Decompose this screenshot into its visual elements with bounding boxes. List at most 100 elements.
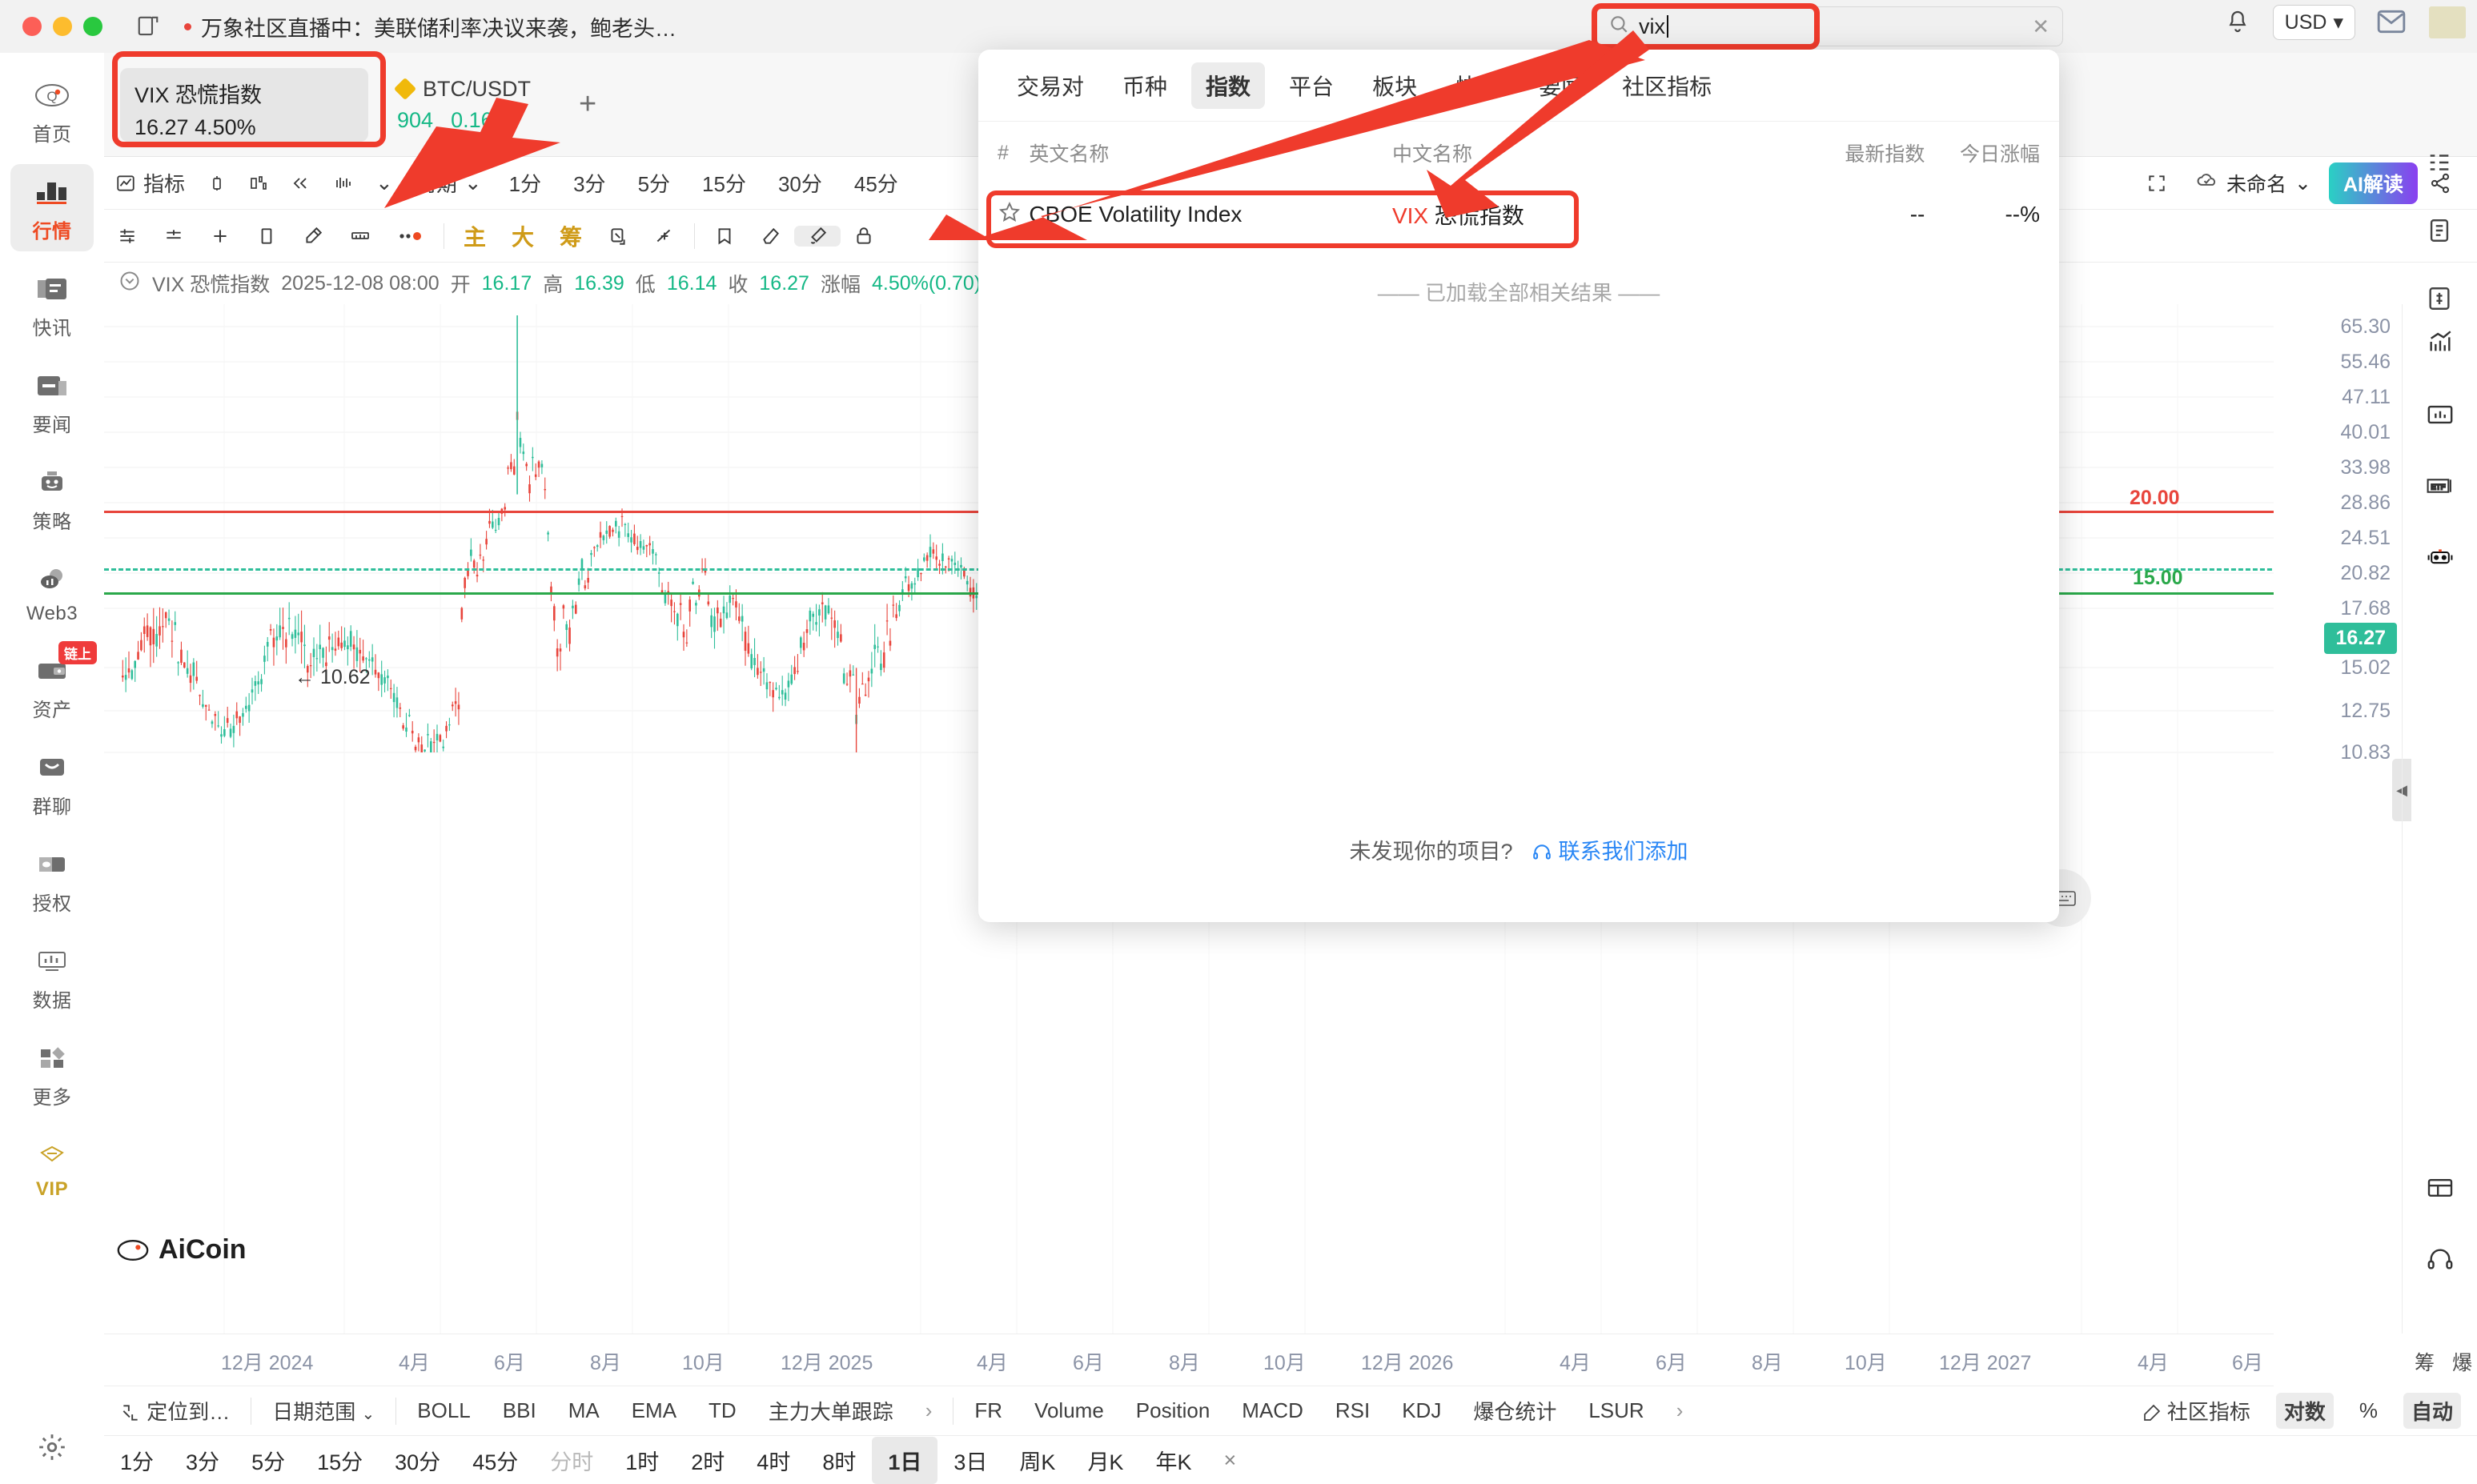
window-copy-icon[interactable] bbox=[134, 13, 162, 40]
magnet-icon[interactable] bbox=[595, 226, 641, 247]
indicator-bbi[interactable]: BBI bbox=[502, 1398, 536, 1422]
avatar[interactable] bbox=[2429, 6, 2466, 38]
rect-icon[interactable] bbox=[243, 226, 290, 247]
sidebar-item-chat[interactable]: 群聊 bbox=[10, 740, 94, 827]
hline-icon[interactable] bbox=[104, 226, 151, 247]
indicator-position[interactable]: Position bbox=[1135, 1398, 1210, 1422]
layout-split-icon[interactable] bbox=[2427, 1177, 2454, 1203]
axis-tail-labels[interactable]: 筹 爆 bbox=[2415, 1347, 2472, 1376]
indicator-main-order-tracking[interactable]: 主力大单跟踪 bbox=[768, 1400, 893, 1424]
share-icon[interactable] bbox=[2418, 172, 2463, 195]
community-indicator-button[interactable]: 社区指标 bbox=[2126, 1396, 2266, 1426]
chevron-down-icon[interactable]: ⌄ bbox=[375, 170, 393, 195]
star-icon[interactable] bbox=[998, 200, 1029, 230]
symbol-tab-btcusdt[interactable]: BTC/USDT 904 0.16% bbox=[393, 77, 531, 133]
timeframe-5m[interactable]: 5分 bbox=[251, 1450, 286, 1474]
period-button[interactable]: 周期 ⌄ bbox=[404, 168, 493, 198]
indicator-volume[interactable]: Volume bbox=[1034, 1398, 1104, 1422]
sidebar-item-strategy[interactable]: 策略 bbox=[10, 455, 94, 542]
sidebar-item-vip[interactable]: VIP bbox=[10, 1127, 94, 1209]
contact-us-link[interactable]: 联系我们添加 bbox=[1532, 840, 1688, 864]
sidebar-item-home[interactable]: Q 首页 bbox=[10, 67, 94, 154]
table-row[interactable]: CBOE Volatility Index VIX 恐慌指数 -- --% bbox=[978, 184, 2059, 245]
search-input[interactable]: vix ✕ bbox=[1595, 6, 2063, 46]
tab-sectors[interactable]: 板块 bbox=[1372, 74, 1418, 99]
timeframe-1m[interactable]: 1分 bbox=[120, 1450, 155, 1474]
fullscreen-icon[interactable] bbox=[2135, 173, 2178, 194]
maximize-window-button[interactable] bbox=[83, 17, 102, 36]
collapse-ohlc-icon[interactable] bbox=[118, 270, 141, 298]
indicator-more-icon[interactable]: › bbox=[925, 1398, 933, 1422]
auto-scale-button[interactable]: 自动 bbox=[2403, 1393, 2461, 1429]
indicator-lsur[interactable]: LSUR bbox=[1588, 1398, 1644, 1422]
bookmark-icon[interactable] bbox=[701, 226, 748, 247]
sidebar-item-data[interactable]: 数据 bbox=[10, 933, 94, 1021]
locate-button[interactable]: 定位到… bbox=[104, 1396, 246, 1426]
timeframe-2h[interactable]: 2时 bbox=[691, 1450, 725, 1474]
percent-scale-button[interactable]: % bbox=[2359, 1398, 2378, 1422]
indicator-liquidation[interactable]: 爆仓统计 bbox=[1473, 1400, 1557, 1424]
trend-icon[interactable] bbox=[641, 226, 688, 247]
toolbar-timeframe-1m[interactable]: 1分 bbox=[508, 172, 542, 196]
rewind-icon[interactable] bbox=[279, 174, 321, 193]
timeframe-1w[interactable]: 周K bbox=[1019, 1450, 1056, 1474]
sidebar-item-web3[interactable]: Web3 bbox=[10, 551, 94, 633]
ai-analysis-button[interactable]: AI解读 bbox=[2328, 162, 2418, 204]
compare-icon[interactable] bbox=[238, 174, 279, 193]
growth-chart-icon[interactable] bbox=[2427, 328, 2454, 359]
pencil-icon[interactable] bbox=[290, 226, 336, 247]
indicator-td[interactable]: TD bbox=[709, 1398, 737, 1422]
timeframe-4h[interactable]: 4时 bbox=[757, 1450, 791, 1474]
timeframe-15m[interactable]: 15分 bbox=[317, 1450, 363, 1474]
toolbar-timeframe-45m[interactable]: 45分 bbox=[853, 172, 898, 196]
toolbar-timeframe-5m[interactable]: 5分 bbox=[637, 172, 671, 196]
layout-name-button[interactable]: 未命名 ⌄ bbox=[2178, 169, 2329, 198]
headset-support-icon[interactable] bbox=[2427, 1246, 2454, 1276]
lock-icon[interactable] bbox=[841, 226, 887, 247]
parallel-icon[interactable] bbox=[151, 226, 197, 247]
mail-icon[interactable] bbox=[2376, 9, 2408, 36]
timeframe-1h[interactable]: 1时 bbox=[625, 1450, 660, 1474]
sub-indicator-more-icon[interactable]: › bbox=[1676, 1398, 1684, 1422]
symbol-tab-vix[interactable]: VIX 恐慌指数 16.27 4.50% bbox=[120, 67, 368, 142]
window-controls[interactable] bbox=[22, 17, 102, 36]
sidebar-item-flashnews[interactable]: 快讯 bbox=[10, 261, 94, 348]
tab-coins[interactable]: 币种 bbox=[1122, 74, 1168, 99]
document-icon[interactable] bbox=[2426, 217, 2453, 248]
sidebar-item-assets[interactable]: 链上 资产 bbox=[10, 641, 97, 730]
price-axis[interactable]: 65.30 55.46 47.11 40.01 33.98 28.86 24.5… bbox=[2274, 304, 2402, 1334]
indicator-rsi[interactable]: RSI bbox=[1335, 1398, 1371, 1422]
settings-gear-icon[interactable] bbox=[37, 1432, 67, 1466]
add-symbol-button[interactable]: + bbox=[579, 87, 597, 121]
timeframe-8h[interactable]: 8时 bbox=[822, 1450, 857, 1474]
time-axis[interactable]: 12月 2024 4月 6月 8月 10月 12月 2025 4月 6月 8月 … bbox=[104, 1334, 2472, 1386]
etf-icon[interactable]: ETF bbox=[2426, 474, 2455, 502]
minimize-window-button[interactable] bbox=[53, 17, 72, 36]
chips-button[interactable]: 筹 bbox=[560, 224, 583, 250]
indicator-fr[interactable]: FR bbox=[974, 1398, 1003, 1422]
timeframe-close-icon[interactable]: × bbox=[1223, 1448, 1237, 1472]
candle-style-icon[interactable] bbox=[196, 173, 238, 194]
close-window-button[interactable] bbox=[22, 17, 42, 36]
main-force-button[interactable]: 主 bbox=[464, 224, 487, 250]
log-scale-button[interactable]: 对数 bbox=[2275, 1393, 2334, 1429]
sidebar-item-authorization[interactable]: 授权 bbox=[10, 836, 94, 924]
timeframe-3m[interactable]: 3分 bbox=[186, 1450, 220, 1474]
tab-flashnews[interactable]: 快讯 bbox=[1455, 74, 1501, 99]
toolbar-timeframe-30m[interactable]: 30分 bbox=[777, 172, 822, 196]
tab-headlines[interactable]: 要闻 bbox=[1539, 74, 1584, 99]
big-order-button[interactable]: 大 bbox=[512, 224, 535, 250]
tab-trading-pairs[interactable]: 交易对 bbox=[1017, 74, 1085, 99]
draw-icon[interactable] bbox=[794, 225, 841, 247]
sidebar-item-headlines[interactable]: 要闻 bbox=[10, 358, 94, 445]
crosshair-icon[interactable] bbox=[197, 226, 243, 247]
indicator-button[interactable]: 指标 bbox=[104, 168, 196, 198]
currency-selector[interactable]: USD ▾ bbox=[2272, 5, 2355, 40]
toolbar-timeframe-3m[interactable]: 3分 bbox=[573, 172, 606, 196]
sidebar-item-more[interactable]: 更多 bbox=[10, 1030, 94, 1117]
bar-type-icon[interactable] bbox=[321, 174, 364, 193]
indicator-kdj[interactable]: KDJ bbox=[1402, 1398, 1442, 1422]
date-range-button[interactable]: 日期范围 ⌄ bbox=[256, 1396, 391, 1426]
indicator-boll[interactable]: BOLL bbox=[417, 1398, 471, 1422]
clear-search-icon[interactable]: ✕ bbox=[2032, 14, 2049, 38]
